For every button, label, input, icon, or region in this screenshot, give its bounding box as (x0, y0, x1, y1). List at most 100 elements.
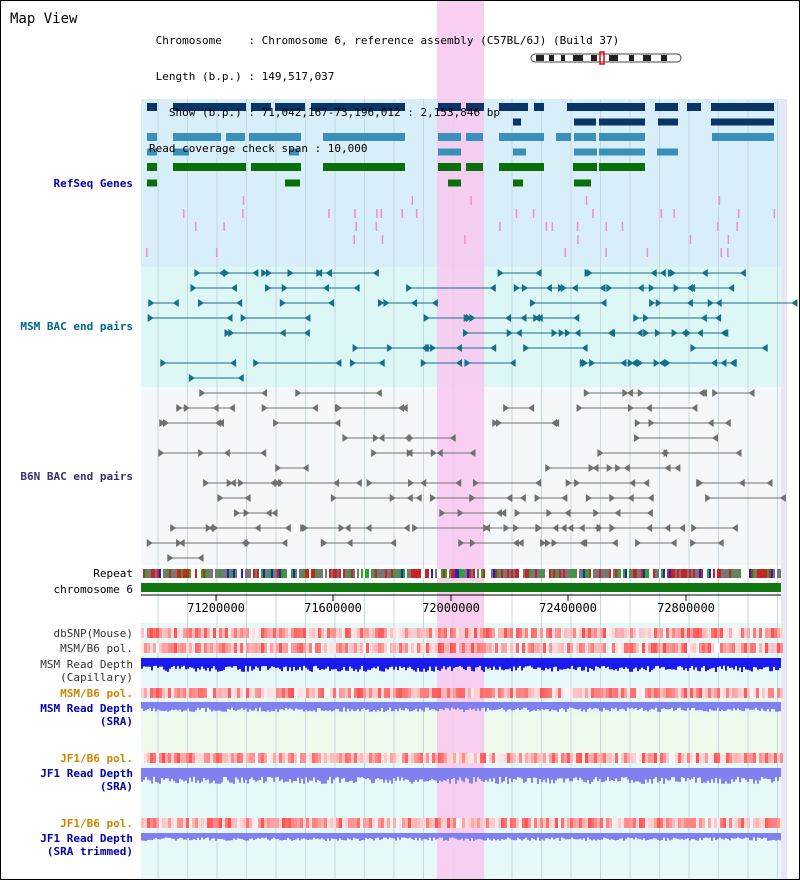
msm-pol-strip (546, 643, 549, 653)
jf1-depth-sra-bar (485, 768, 487, 780)
msm-pol-strip (186, 643, 189, 653)
repeat-mark (541, 569, 543, 578)
msm-depth-sra-bar (643, 702, 645, 711)
msm-bac-pair-end (423, 314, 430, 322)
track-label-msm-bac[interactable]: MSM BAC end pairs (20, 320, 133, 333)
jf1-pol-strip-2 (339, 818, 342, 828)
track-label-refseq[interactable]: RefSeq Genes (53, 177, 133, 190)
jf1-pol-strip-2 (435, 818, 438, 828)
msm-bac-pair-end (236, 299, 243, 307)
msm-depth-cap-bar (719, 658, 721, 667)
jf1-depth-sra-bar (473, 768, 475, 778)
repeat-mark (533, 569, 535, 578)
jf1-depth-trim-bar (223, 833, 225, 840)
jf1-pol-strip-2 (447, 818, 450, 828)
msm-pol-strip (528, 643, 531, 653)
msm-depth-sra-bar (751, 702, 753, 710)
msm-depth-cap-bar (507, 658, 509, 670)
jf1-pol-strip-2 (192, 818, 195, 828)
msm-pol-strip-2 (483, 688, 486, 698)
msm-bac-pair-end (690, 344, 697, 352)
b6n-bac-pair-end (492, 419, 499, 427)
b6n-bac-pair-end (663, 449, 670, 457)
jf1-depth-sra-bar (255, 768, 257, 782)
msm-depth-cap-bar (145, 658, 147, 667)
jf1-depth-trim-bar (175, 833, 177, 841)
msm-bac-pair-end (265, 269, 272, 277)
b6n-bac-pair-end (366, 479, 373, 487)
msm-pol-strip (567, 643, 570, 653)
msm-depth-cap-bar (455, 658, 457, 667)
jf1-depth-sra-bar (163, 768, 165, 780)
ideogram-band (561, 55, 565, 61)
jf1-pol-strip-2 (426, 818, 429, 828)
jf1-pol-strip (519, 753, 522, 763)
dbsnp-strip (258, 628, 261, 638)
msm-bac-pair-end (148, 299, 155, 307)
msm-depth-sra-bar (601, 702, 603, 712)
dbsnp-strip (477, 628, 480, 638)
msm-depth-sra-bar (251, 702, 253, 711)
jf1-depth-sra-bar (767, 768, 769, 780)
repeat-mark (517, 569, 519, 578)
dbsnp-strip (780, 628, 783, 638)
repeat-mark (683, 569, 685, 578)
jf1-pol-strip-2 (735, 818, 738, 828)
msm-depth-cap-bar (333, 658, 335, 670)
jf1-depth-sra-bar (199, 768, 201, 784)
jf1-depth-trim-bar (365, 833, 367, 838)
jf1-pol-strip (618, 753, 621, 763)
msm-depth-cap-bar (271, 658, 273, 667)
jf1-depth-sra-bar (681, 768, 683, 778)
repeat-mark (515, 569, 517, 578)
b6n-bac-pair-end (647, 494, 654, 502)
jf1-pol-strip (204, 753, 207, 763)
msm-bac-pair-end (194, 269, 201, 277)
msm-pol-strip-2 (243, 688, 246, 698)
msm-bac-pair-end (172, 299, 179, 307)
msm-pol-strip (147, 643, 150, 653)
msm-depth-sra-bar (209, 702, 211, 710)
track-label-b6n-bac[interactable]: B6N BAC end pairs (20, 470, 133, 483)
msm-depth-sra-bar (157, 702, 159, 710)
msm-depth-sra-bar (529, 702, 531, 712)
jf1-depth-sra-bar (395, 768, 397, 781)
repeat-mark (273, 569, 275, 578)
msm-pol-strip-2 (264, 688, 267, 698)
msm-bac-pair-end (420, 359, 427, 367)
msm-depth-sra-bar (291, 702, 293, 710)
msm-depth-sra-bar (745, 702, 747, 709)
repeat-mark (627, 569, 629, 578)
jf1-pol-strip (735, 753, 738, 763)
msm-bac-pair-end (349, 359, 356, 367)
dbsnp-strip (306, 628, 309, 638)
jf1-depth-trim-bar (423, 833, 425, 840)
jf1-depth-trim-bar (309, 833, 311, 840)
msm-pol-strip-2 (555, 688, 558, 698)
msm-depth-sra-bar (625, 702, 627, 711)
repeat-mark (161, 569, 163, 578)
jf1-depth-sra-bar (723, 768, 725, 784)
msm-pol-strip (255, 643, 258, 653)
jf1-pol-strip-2 (507, 818, 510, 828)
dbsnp-strip (165, 628, 168, 638)
jf1-pol-strip-2 (312, 818, 315, 828)
msm-depth-cap-bar (609, 658, 611, 670)
msm-depth-sra-bar (415, 702, 417, 709)
msm-depth-cap-bar (571, 658, 573, 666)
msm-depth-sra-bar (201, 702, 203, 709)
b6n-bac-pair-end (458, 539, 465, 547)
track-label-chromosome: chromosome 6 (53, 583, 133, 596)
dbsnp-strip (216, 628, 219, 638)
msm-depth-sra-bar (555, 702, 557, 711)
msm-depth-cap-bar (735, 658, 737, 667)
msm-depth-cap-bar (151, 658, 153, 671)
info-line-length: Length (b.p.) : 149,517,037 (149, 70, 335, 83)
msm-pol-strip-2 (687, 688, 690, 698)
msm-pol-strip-2 (531, 688, 534, 698)
msm-pol-strip-2 (255, 688, 258, 698)
repeat-mark (571, 569, 573, 578)
jf1-depth-trim-bar (573, 833, 575, 840)
jf1-pol-strip-2 (315, 818, 318, 828)
jf1-pol-strip (321, 753, 324, 763)
